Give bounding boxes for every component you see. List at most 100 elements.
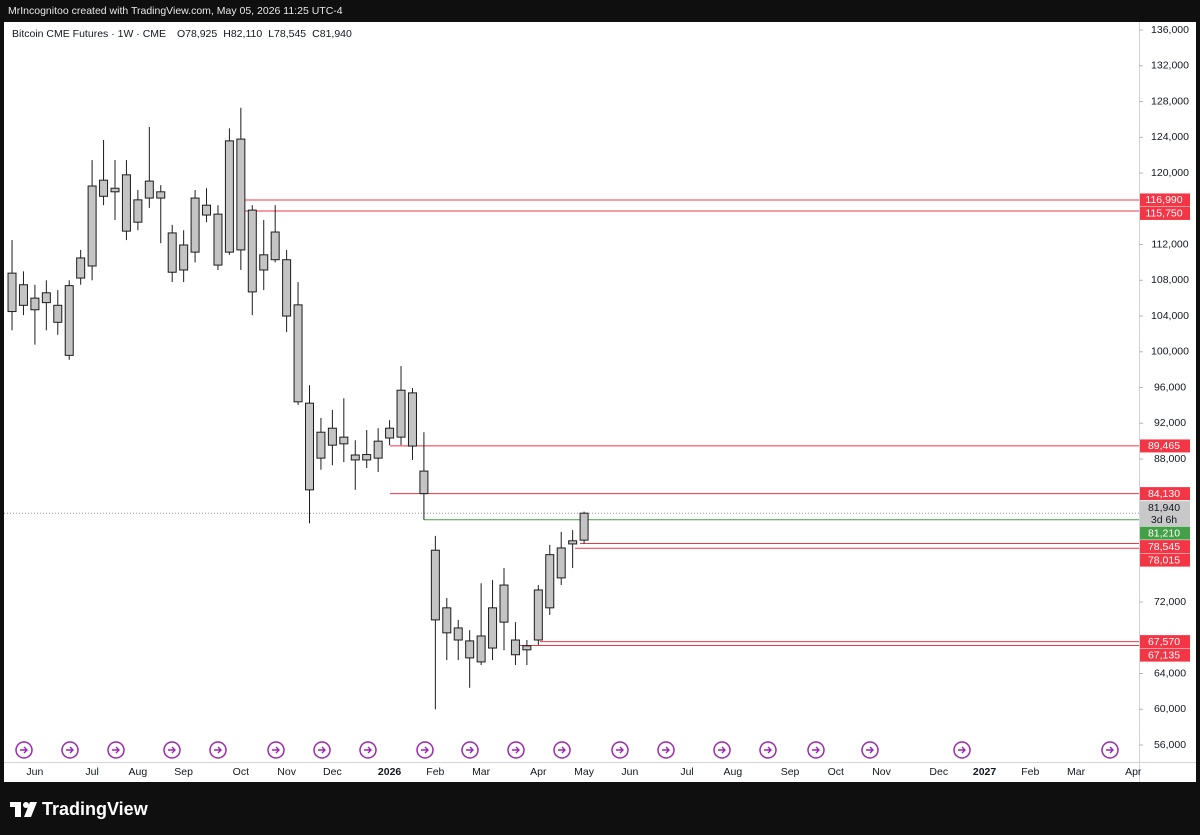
x-tick-label: Dec bbox=[323, 766, 342, 778]
logo-part bbox=[15, 802, 21, 817]
x-tick-label: Apr bbox=[1125, 766, 1142, 778]
candle-body bbox=[99, 179, 109, 197]
x-tick-label: Nov bbox=[872, 766, 891, 778]
candle-body bbox=[533, 589, 543, 641]
candle-body bbox=[488, 607, 498, 649]
event-icon-arrow bbox=[318, 746, 326, 754]
level-label: 89,465 bbox=[1148, 440, 1180, 452]
event-icon-arrow bbox=[558, 746, 566, 754]
x-tick-label: May bbox=[574, 766, 595, 778]
candle-body bbox=[373, 440, 383, 459]
level-label: 78,015 bbox=[1148, 554, 1180, 566]
level-label: 116,990 bbox=[1145, 194, 1182, 206]
top-bar-text: MrIncognitoo created with TradingView.co… bbox=[8, 5, 343, 17]
candle-body bbox=[327, 427, 337, 446]
y-tick-label: 104,000 bbox=[1151, 310, 1189, 322]
event-icon-arrow bbox=[718, 746, 726, 754]
level-label: 84,130 bbox=[1148, 488, 1180, 500]
countdown-label: 3d 6h bbox=[1151, 514, 1177, 526]
candle-body bbox=[362, 454, 372, 461]
level-label-box bbox=[1140, 439, 1190, 453]
candle-body bbox=[213, 213, 223, 266]
candle-body bbox=[53, 304, 63, 323]
candle-body bbox=[282, 259, 292, 317]
level-label-box bbox=[1140, 553, 1190, 567]
event-icon-arrow bbox=[1106, 746, 1114, 754]
candle-body bbox=[236, 138, 246, 251]
candle-body bbox=[476, 635, 486, 663]
candle-body bbox=[144, 180, 154, 199]
candle-body bbox=[202, 204, 212, 216]
level-label-box bbox=[1140, 487, 1190, 501]
x-tick-label: Sep bbox=[174, 766, 193, 778]
x-tick-label: Feb bbox=[1021, 766, 1039, 778]
level-label: 115,750 bbox=[1145, 208, 1182, 220]
ohlc-key: C bbox=[312, 28, 320, 40]
y-tick-label: 108,000 bbox=[1151, 274, 1189, 286]
event-icon-arrow bbox=[764, 746, 772, 754]
candle-body bbox=[453, 627, 463, 641]
candle-body bbox=[293, 304, 303, 403]
candle-body bbox=[545, 554, 555, 609]
logo-part bbox=[24, 802, 37, 817]
candle-body bbox=[385, 427, 395, 439]
candle-body bbox=[350, 454, 360, 461]
candle-body bbox=[465, 640, 475, 659]
candle-body bbox=[568, 540, 578, 545]
candle-body bbox=[339, 436, 349, 445]
level-label-box bbox=[1140, 540, 1190, 554]
event-icon-arrow bbox=[812, 746, 820, 754]
footer-logo bbox=[10, 802, 37, 817]
y-tick-label: 88,000 bbox=[1154, 453, 1186, 465]
y-tick-label: 72,000 bbox=[1154, 596, 1186, 608]
x-tick-label: Apr bbox=[530, 766, 547, 778]
candle-body bbox=[110, 187, 120, 193]
event-icon-arrow bbox=[421, 746, 429, 754]
candle-body bbox=[522, 645, 532, 651]
x-tick-label: Mar bbox=[472, 766, 491, 778]
x-tick-label: Jun bbox=[621, 766, 638, 778]
x-tick-label: Mar bbox=[1067, 766, 1086, 778]
y-tick-label: 60,000 bbox=[1154, 703, 1186, 715]
y-tick-label: 120,000 bbox=[1151, 167, 1189, 179]
x-tick-label: Aug bbox=[723, 766, 742, 778]
level-label: 78,545 bbox=[1148, 541, 1180, 553]
x-tick-label: Oct bbox=[828, 766, 844, 778]
level-label: 81,210 bbox=[1148, 527, 1180, 539]
x-tick-label: Nov bbox=[277, 766, 296, 778]
ohlc-key: L bbox=[268, 28, 274, 40]
event-icon-arrow bbox=[214, 746, 222, 754]
ohlc-value: 78,545 bbox=[274, 28, 306, 40]
event-icon-arrow bbox=[20, 746, 28, 754]
y-tick-label: 92,000 bbox=[1154, 417, 1186, 429]
candle-body bbox=[396, 389, 406, 438]
candle-body bbox=[430, 549, 440, 621]
candle-body bbox=[442, 607, 452, 634]
candle-body bbox=[224, 140, 234, 253]
event-icon-arrow bbox=[168, 746, 176, 754]
x-tick-label: Sep bbox=[781, 766, 800, 778]
candle-body bbox=[510, 639, 520, 656]
candle-body bbox=[18, 284, 28, 306]
symbol-header: Bitcoin CME Futures · 1W · CME O78,925 H8… bbox=[12, 28, 352, 40]
candle-body bbox=[41, 292, 51, 304]
candle-body bbox=[556, 547, 566, 579]
y-tick-label: 132,000 bbox=[1151, 60, 1189, 72]
ohlc-value: 78,925 bbox=[185, 28, 217, 40]
candle-body bbox=[167, 232, 177, 273]
event-icon-arrow bbox=[616, 746, 624, 754]
candle-body bbox=[64, 285, 74, 356]
event-icon-arrow bbox=[112, 746, 120, 754]
y-tick-label: 96,000 bbox=[1154, 381, 1186, 393]
candle-body bbox=[304, 402, 314, 491]
candle-body bbox=[133, 199, 143, 223]
chart-panel bbox=[4, 22, 1196, 782]
event-icon-arrow bbox=[958, 746, 966, 754]
level-label-box bbox=[1140, 648, 1190, 662]
x-tick-label: Jun bbox=[26, 766, 43, 778]
x-tick-label: Aug bbox=[129, 766, 148, 778]
candle-body bbox=[579, 512, 589, 541]
candle-body bbox=[259, 254, 269, 271]
